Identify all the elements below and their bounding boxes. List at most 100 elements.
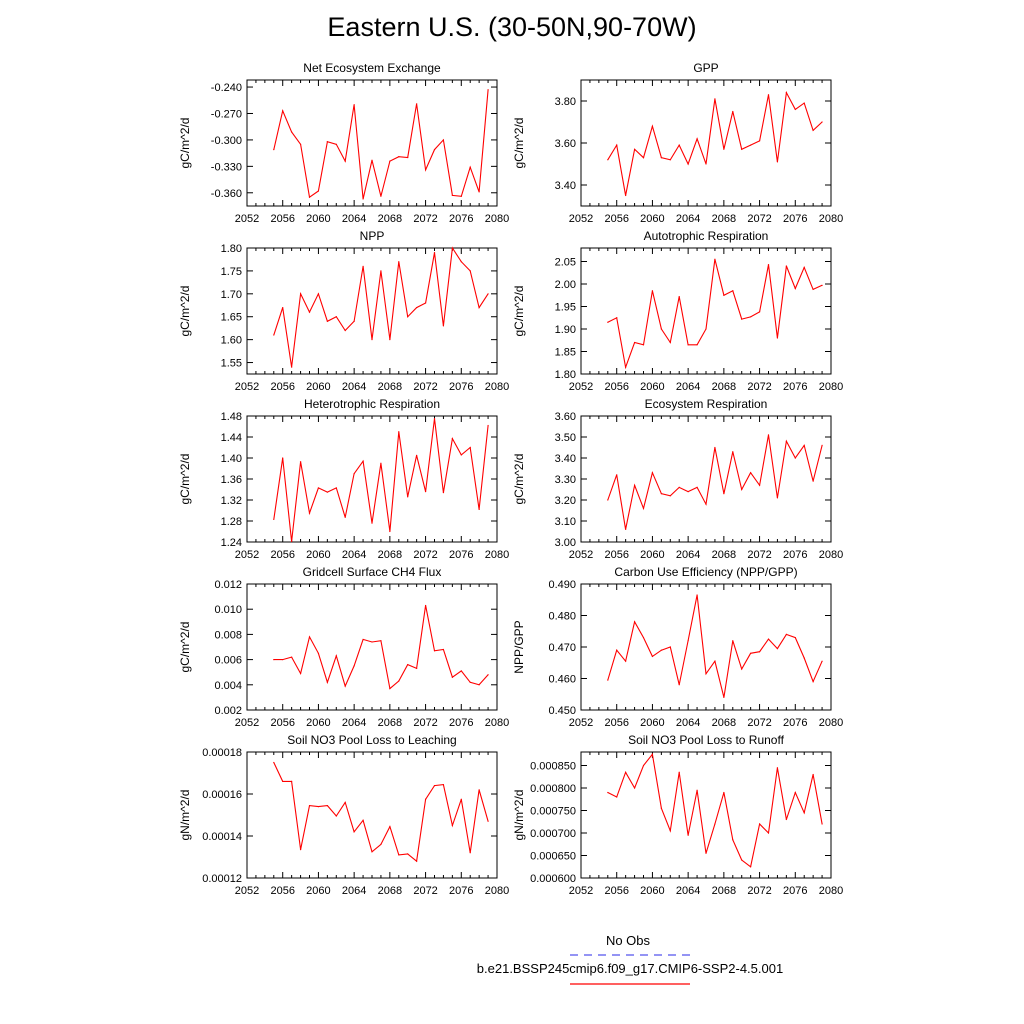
series-line [607,594,823,698]
data-point [687,640,689,642]
data-point [741,859,743,861]
data-point [669,341,671,344]
panel-8: Carbon Use Efficiency (NPP/GPP) NPP/GPP 20… [512,565,843,729]
data-point [642,157,645,159]
x-tick-label: 2076 [783,717,807,729]
panel-6: Ecosystem Respiration gC/m^2/d 2052 2056 206… [512,397,843,561]
y-axis-label: gC/m^2/d [512,454,526,505]
y-axis-label: NPP/GPP [512,620,526,673]
y-tick-label: 0.008 [214,629,242,641]
data-point [723,148,725,150]
data-point [723,696,725,699]
data-point [380,270,382,272]
data-point [433,251,436,254]
data-point [317,190,320,192]
data-point [741,668,743,670]
x-tick-label: 2072 [413,885,437,897]
x-tick-label: 2052 [569,549,593,561]
y-tick-label: 1.24 [221,537,242,549]
data-point [776,647,779,650]
data-point [785,440,787,442]
x-tick-label: 2072 [747,885,771,897]
data-point [625,660,627,662]
data-point [616,144,618,146]
x-tick-label: 2056 [604,213,628,225]
x-tick-label: 2056 [270,213,294,225]
panel-10: Soil NO3 Pool Loss to Runoff gN/m^2/d 2052… [512,733,843,897]
x-tick-label: 2072 [747,381,771,393]
y-tick-label: 3.60 [555,138,576,150]
y-tick-label: 2.05 [555,257,576,269]
data-point [460,670,462,672]
y-tick-label: 0.012 [214,579,242,591]
x-tick-label: 2056 [270,549,294,561]
data-point [371,159,373,161]
data-point [633,341,636,344]
data-point [821,823,823,825]
data-point [273,334,275,336]
x-tick-label: 2056 [604,381,628,393]
data-point [335,815,337,817]
data-point [389,825,391,828]
y-tick-label: 3.50 [555,432,576,444]
x-tick-label: 2064 [676,885,700,897]
data-point [750,472,752,474]
data-point [651,290,654,292]
panel-frame [580,247,832,375]
legend-model-label: b.e21.BSSP245cmip6.f09_g17.CMIP6-SSP2-4.… [476,961,784,976]
data-point [424,302,427,304]
x-tick-label: 2064 [676,381,700,393]
data-point [696,486,698,488]
data-point [362,819,364,821]
x-tick-label: 2068 [712,717,736,729]
x-tick-label: 2052 [235,717,259,729]
data-point [741,318,743,320]
data-point [758,140,761,142]
data-point [794,636,796,639]
data-point [424,491,427,493]
data-point [669,159,671,161]
y-tick-label: 1.85 [555,347,576,359]
y-tick-label: 0.00018 [202,747,242,759]
data-point [478,789,480,791]
data-point [678,296,680,298]
y-tick-label: 1.55 [221,358,242,370]
data-point [812,288,814,290]
data-point [469,270,471,272]
y-axis-label: gC/m^2/d [512,286,526,337]
panel-7: Gridcell Surface CH4 Flux gC/m^2/d 2052 205… [178,565,509,729]
x-tick-label: 2068 [712,549,736,561]
data-point [616,474,618,476]
data-point [362,265,364,267]
data-point [371,339,373,341]
data-point [273,518,275,521]
panel-frame [580,415,832,543]
data-point [785,265,787,267]
panel-frame [580,79,832,207]
data-point [335,316,337,318]
data-point [776,767,779,769]
data-point [389,339,391,341]
data-point [380,640,382,642]
data-point [723,294,725,296]
data-point [282,110,284,112]
y-tick-label: 0.00012 [202,873,242,885]
data-point [407,853,409,855]
data-point [732,110,734,113]
data-point [642,344,645,346]
data-point [803,266,805,268]
y-tick-label: 3.30 [555,474,576,486]
y-tick-label: 1.95 [555,302,576,314]
x-tick-label: 2064 [342,885,366,897]
x-tick-label: 2072 [747,213,771,225]
data-point [380,843,382,846]
data-point [398,261,400,263]
x-tick-label: 2052 [569,213,593,225]
data-point [642,636,645,639]
x-tick-label: 2080 [819,885,843,897]
y-tick-label: 1.36 [221,474,242,486]
panel-5: Heterotrophic Respiration gC/m^2/d 2052 205… [178,397,509,561]
y-tick-label: 1.65 [221,312,242,324]
data-point [607,159,609,161]
